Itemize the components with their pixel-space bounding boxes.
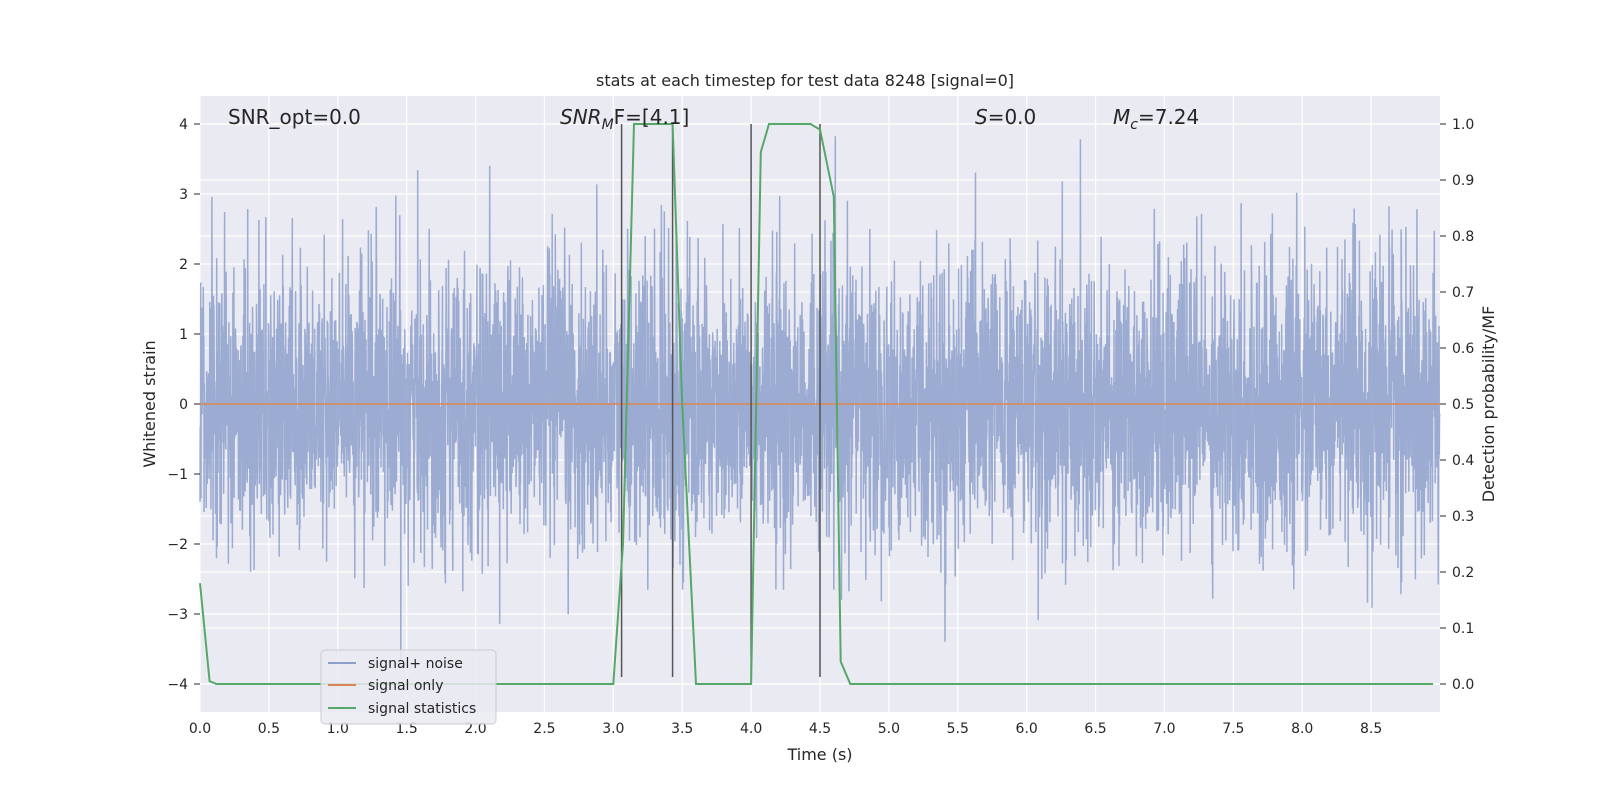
x-tick-label: 8.5 (1360, 721, 1382, 737)
x-tick-label: 2.0 (464, 721, 486, 737)
y-tick-label: 1 (179, 327, 188, 343)
legend-label-stats: signal statistics (368, 701, 476, 717)
x-tick-label: 7.5 (1222, 721, 1244, 737)
y2-tick-label: 0.0 (1452, 677, 1474, 693)
x-tick-label: 4.5 (809, 721, 831, 737)
y2-tick-label: 0.3 (1452, 509, 1474, 525)
x-tick-label: 4.0 (740, 721, 762, 737)
y2-tick-label: 1.0 (1452, 117, 1474, 133)
y2-tick-label: 0.4 (1452, 453, 1474, 469)
y2-tick-label: 0.7 (1452, 285, 1474, 301)
x-tick-label: 0.0 (189, 721, 211, 737)
x-tick-label: 7.0 (1153, 721, 1175, 737)
legend-box (320, 649, 497, 725)
y2-tick-label: 0.2 (1452, 565, 1474, 581)
y-tick-label: 3 (179, 187, 188, 203)
x-tick-label: 2.5 (533, 721, 555, 737)
legend: signal+ noise signal only signal statist… (320, 649, 497, 725)
legend-label-signal: signal only (368, 678, 443, 694)
chart-title: stats at each timestep for test data 824… (596, 71, 1014, 90)
annotation-mc: Mc=7.24 (1113, 105, 1199, 133)
y-tick-label: −3 (167, 607, 188, 623)
legend-label-noise: signal+ noise (368, 656, 463, 672)
vertical-markers (620, 124, 821, 677)
y2-tick-label: 0.1 (1452, 621, 1474, 637)
x-tick-label: 5.5 (947, 721, 969, 737)
x-tick-label: 6.0 (1016, 721, 1038, 737)
y-tick-label: 0 (179, 397, 188, 413)
x-axis-ticks: 0.0 0.5 1.0 1.5 2.0 2.5 3.0 3.5 4.0 4.5 5.0 5.5 6.0 6… (189, 721, 1382, 737)
annotation-snr-opt: SNR_opt=0.0 (228, 105, 361, 129)
x-tick-label: 1.5 (396, 721, 418, 737)
y2-tick-label: 0.8 (1452, 229, 1474, 245)
x-tick-label: 3.5 (671, 721, 693, 737)
y2-axis-ticks: 1.0 0.9 0.8 0.7 0.6 0.5 0.4 0.3 0.2 0.1 0.0 (1440, 117, 1474, 693)
x-tick-label: 0.5 (258, 721, 280, 737)
y-tick-label: −2 (167, 537, 188, 553)
x-tick-label: 6.5 (1084, 721, 1106, 737)
y-tick-label: −1 (167, 467, 188, 483)
y2-tick-label: 0.9 (1452, 173, 1474, 189)
y2-tick-label: 0.5 (1452, 397, 1474, 413)
y-axis-ticks: 4 3 2 1 0 −1 −2 −3 −4 (167, 117, 200, 693)
x-tick-label: 3.0 (602, 721, 624, 737)
y2-axis-label: Detection probability/MF (1479, 306, 1498, 503)
y2-tick-label: 0.6 (1452, 341, 1474, 357)
annotation-snr-mf: SNRMF=[4.1] (560, 105, 689, 133)
x-tick-label: 8.0 (1291, 721, 1313, 737)
x-axis-label: Time (s) (786, 745, 852, 764)
y-tick-label: 2 (179, 257, 188, 273)
y-tick-label: 4 (179, 117, 188, 133)
y-axis-label: Whitened strain (140, 340, 159, 467)
x-tick-label: 5.0 (878, 721, 900, 737)
y-tick-label: −4 (167, 677, 188, 693)
annotation-s: S=0.0 (975, 105, 1036, 129)
x-tick-label: 1.0 (327, 721, 349, 737)
